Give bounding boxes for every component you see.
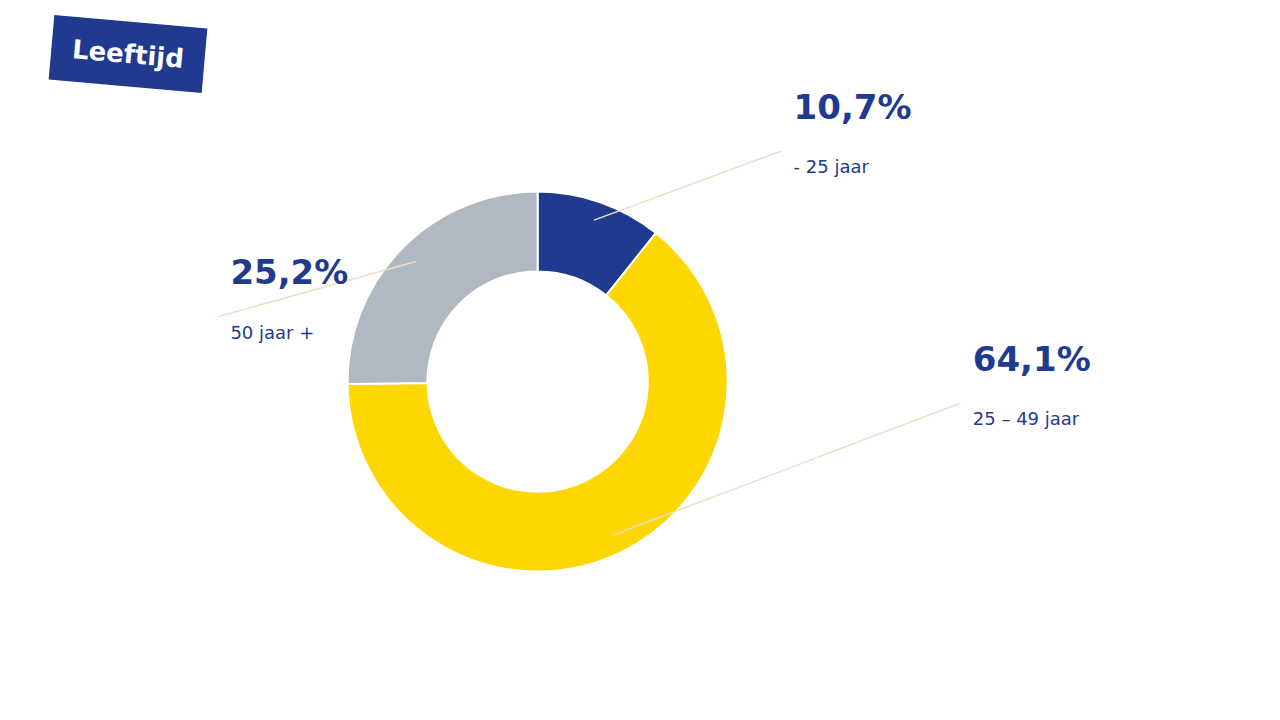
donut	[348, 192, 728, 572]
connector	[594, 151, 781, 220]
badge-box	[49, 15, 208, 93]
chart: 10,7% - 25 jaar 64,1% 25 – 49 jaar 25,2% 50 j…	[0, 0, 1280, 720]
connector	[613, 403, 960, 535]
category-label: 25 – 49 jaar	[973, 408, 1080, 429]
value-label: 64,1%	[973, 339, 1091, 379]
category-label: 50 jaar +	[230, 322, 314, 343]
value-label: 10,7%	[794, 87, 912, 127]
badge: Leeftijd	[49, 15, 208, 93]
category-label: - 25 jaar	[794, 156, 870, 177]
annotation: Leeftijd	[71, 34, 185, 74]
slice	[348, 192, 538, 384]
value-label: 25,2%	[230, 252, 348, 292]
annotations: 10,7% - 25 jaar 64,1% 25 – 49 jaar 25,2% 50 j…	[218, 87, 1091, 535]
